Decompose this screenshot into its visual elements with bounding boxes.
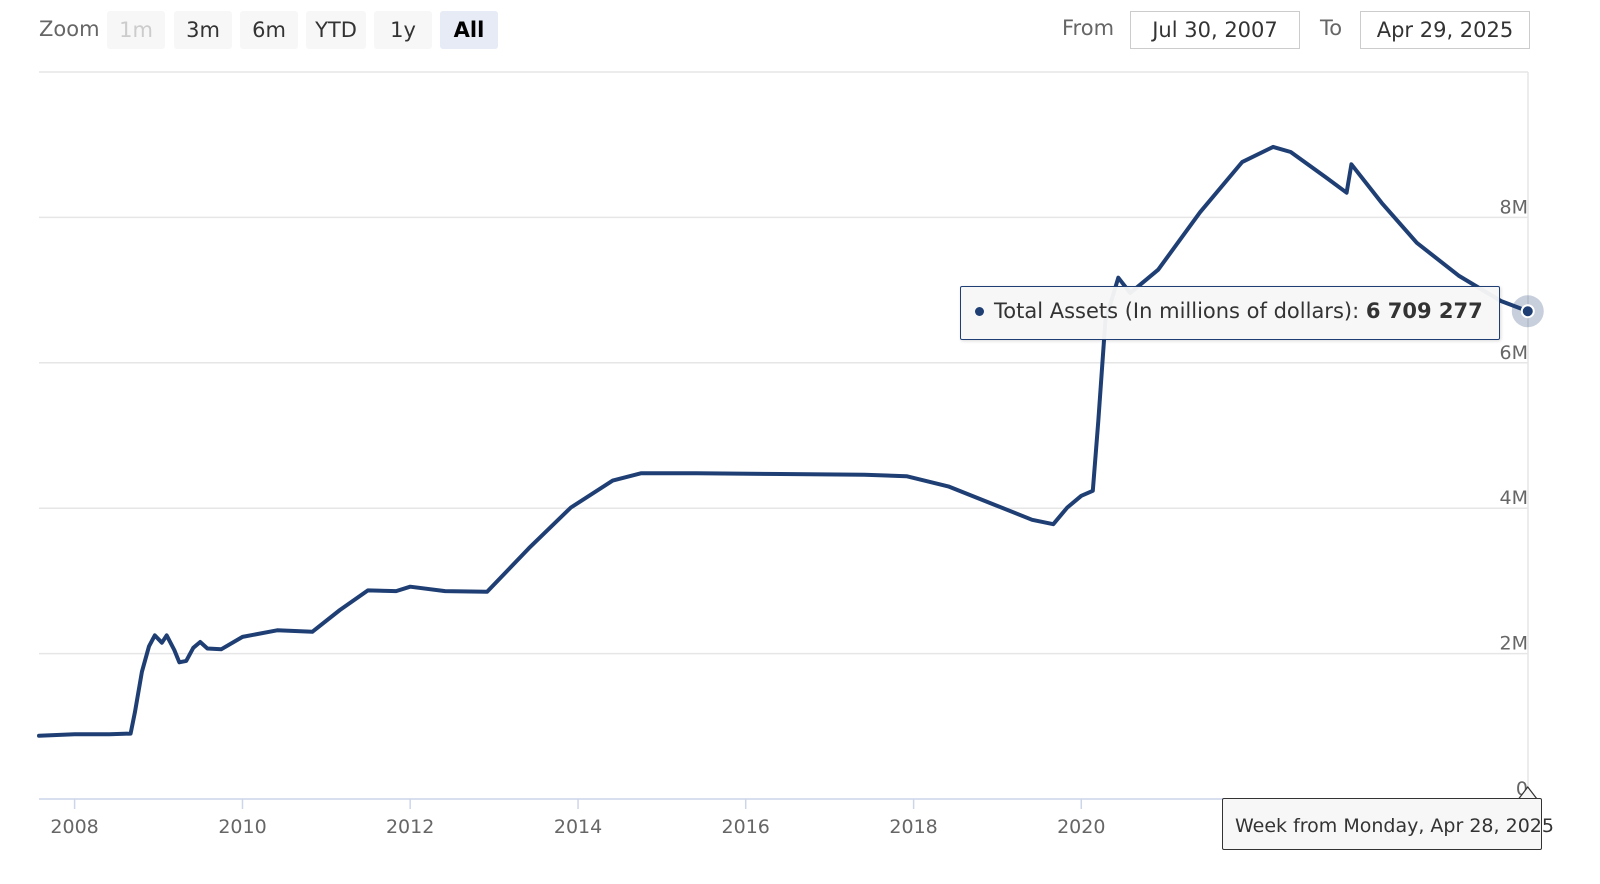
- x-tick-label: 2012: [386, 816, 434, 838]
- series-point: [220, 648, 223, 651]
- y-tick-label: 8M: [1500, 196, 1528, 218]
- zoom-1m-button[interactable]: 1m: [107, 11, 165, 49]
- zoom-ytd-button[interactable]: YTD: [306, 11, 366, 49]
- series-point: [1157, 268, 1160, 271]
- series-point: [173, 648, 176, 652]
- tooltip-value: 6 709 277: [1365, 299, 1483, 323]
- x-tick-label: 2018: [889, 816, 937, 838]
- series-point: [275, 629, 279, 632]
- series-point: [1091, 489, 1094, 492]
- series-point: [1080, 494, 1083, 498]
- series-point: [639, 472, 642, 475]
- to-date-input[interactable]: Apr 29, 2025: [1360, 11, 1530, 49]
- x-axis-tooltip: Week from Monday, Apr 28, 2025: [1222, 798, 1554, 850]
- zoom-1y-button[interactable]: 1y: [374, 11, 432, 49]
- series-point: [947, 485, 950, 488]
- series-point: [1097, 419, 1100, 423]
- series-point: [1415, 241, 1419, 245]
- series-point: [185, 659, 188, 663]
- from-label: From: [1062, 16, 1115, 40]
- hover-marker[interactable]: [1520, 304, 1535, 319]
- series-point: [863, 473, 866, 476]
- series-dot-icon: [975, 307, 984, 316]
- series-tooltip: Total Assets (In millions of dollars): 6…: [960, 286, 1500, 340]
- series-point: [160, 641, 164, 644]
- x-tick-label: 2008: [50, 816, 98, 838]
- series-point: [1289, 150, 1292, 154]
- x-tooltip-label: Week from Monday, Apr 28, 2025: [1235, 815, 1554, 837]
- series-point: [569, 506, 573, 509]
- to-label: To: [1320, 16, 1343, 40]
- series-point: [905, 475, 908, 478]
- tooltip-series-label: Total Assets (In millions of dollars):: [994, 299, 1360, 323]
- series-point: [133, 710, 137, 713]
- total-assets-series-line[interactable]: [37, 144, 1530, 738]
- series-point: [779, 472, 782, 476]
- series-point: [140, 670, 144, 673]
- series-point: [366, 589, 370, 592]
- from-date-input[interactable]: Jul 30, 2007: [1130, 11, 1300, 49]
- series-point: [241, 635, 244, 639]
- x-tick-label: 2010: [218, 816, 266, 838]
- series-point: [527, 546, 531, 550]
- zoom-all-button[interactable]: All: [440, 11, 498, 49]
- series-point: [611, 479, 614, 482]
- series-point: [443, 589, 447, 593]
- x-tick-label: 2016: [722, 816, 770, 838]
- series-point: [206, 647, 209, 650]
- series-point: [1052, 522, 1055, 526]
- range-selector-toolbar: Zoom 1m 3m 6m YTD 1y All From Jul 30, 20…: [0, 0, 1600, 60]
- y-tick-label: 2M: [1500, 633, 1528, 655]
- zoom-6m-button[interactable]: 6m: [240, 11, 298, 49]
- series-point: [989, 501, 992, 505]
- grid-lines: [39, 216, 1528, 655]
- series-point: [178, 661, 181, 664]
- series-point: [153, 634, 156, 637]
- series-points: [37, 145, 1529, 737]
- series-point: [192, 646, 195, 649]
- series-point: [199, 640, 202, 644]
- series-point: [37, 734, 41, 737]
- series-point: [129, 732, 132, 735]
- series-point: [311, 630, 314, 633]
- series-point: [1324, 176, 1328, 179]
- series-point: [147, 645, 151, 648]
- series-point: [1345, 191, 1348, 194]
- y-tick-label: 4M: [1500, 487, 1528, 509]
- series-point: [1198, 211, 1202, 214]
- series-point: [1499, 299, 1503, 303]
- x-tick-label: 2014: [554, 816, 602, 838]
- x-tooltip-pointer: [1517, 786, 1539, 801]
- series-point: [408, 585, 412, 588]
- series-point: [73, 733, 76, 736]
- series-point: [165, 634, 168, 637]
- series-point: [485, 590, 489, 594]
- zoom-3m-button[interactable]: 3m: [174, 11, 232, 49]
- series-point: [1457, 274, 1460, 277]
- series-point: [108, 733, 111, 736]
- tooltip-content: Total Assets (In millions of dollars): 6…: [975, 299, 1483, 323]
- series-point: [1117, 276, 1120, 279]
- zoom-label: Zoom: [39, 17, 100, 41]
- series-point: [1240, 160, 1244, 164]
- series-point: [394, 589, 398, 593]
- series-point: [1350, 163, 1353, 166]
- series-point: [338, 608, 342, 612]
- series-point: [695, 472, 698, 475]
- series-point: [1271, 145, 1275, 149]
- x-tick-label: 2020: [1057, 816, 1105, 838]
- series-point: [1380, 201, 1383, 205]
- series-point: [1066, 506, 1069, 509]
- series-point: [1030, 518, 1034, 522]
- y-tick-label: 6M: [1500, 342, 1528, 364]
